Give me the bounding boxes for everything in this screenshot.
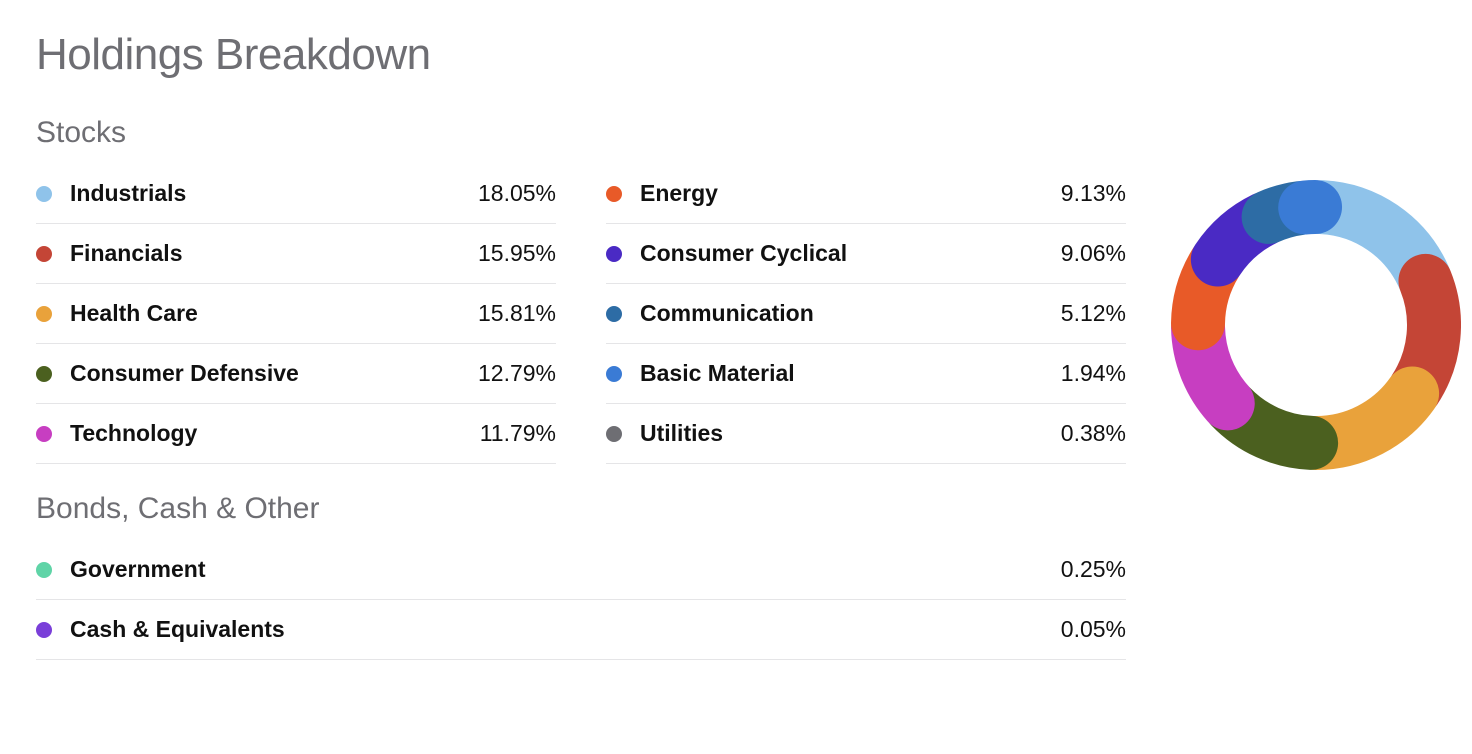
stocks-section: Stocks Industrials18.05%Financials15.95%… (36, 116, 1126, 464)
bonds-label: Cash & Equivalents (70, 616, 1061, 643)
color-swatch (606, 246, 622, 262)
color-swatch (36, 426, 52, 442)
stocks-value: 12.79% (478, 360, 556, 387)
bonds-section: Bonds, Cash & Other Government0.25%Cash … (36, 492, 1126, 660)
stocks-value: 11.79% (480, 420, 556, 447)
stocks-label: Basic Material (640, 360, 1061, 387)
stocks-row: Financials15.95% (36, 224, 556, 284)
donut-chart (1171, 180, 1461, 470)
stocks-row: Consumer Defensive12.79% (36, 344, 556, 404)
stocks-label: Consumer Cyclical (640, 240, 1061, 267)
stocks-value: 9.13% (1061, 180, 1126, 207)
stocks-label: Consumer Defensive (70, 360, 478, 387)
bonds-value: 0.05% (1061, 616, 1126, 643)
stocks-value: 5.12% (1061, 300, 1126, 327)
color-swatch (36, 562, 52, 578)
color-swatch (36, 622, 52, 638)
color-swatch (606, 366, 622, 382)
stocks-label: Industrials (70, 180, 478, 207)
stocks-row: Consumer Cyclical9.06% (606, 224, 1126, 284)
stocks-label: Energy (640, 180, 1061, 207)
stocks-label: Health Care (70, 300, 478, 327)
stocks-col-1: Industrials18.05%Financials15.95%Health … (36, 172, 556, 464)
stocks-row: Communication5.12% (606, 284, 1126, 344)
stocks-row: Energy9.13% (606, 172, 1126, 224)
color-swatch (606, 426, 622, 442)
stocks-value: 1.94% (1061, 360, 1126, 387)
bonds-label: Government (70, 556, 1061, 583)
stocks-value: 0.38% (1061, 420, 1126, 447)
bonds-row: Cash & Equivalents0.05% (36, 600, 1126, 660)
stocks-value: 15.81% (478, 300, 556, 327)
stocks-row: Industrials18.05% (36, 172, 556, 224)
stocks-value: 18.05% (478, 180, 556, 207)
stocks-label: Utilities (640, 420, 1061, 447)
bonds-value: 0.25% (1061, 556, 1126, 583)
page-title: Holdings Breakdown (36, 30, 1126, 80)
stocks-title: Stocks (36, 116, 1126, 150)
stocks-label: Communication (640, 300, 1061, 327)
color-swatch (606, 306, 622, 322)
bonds-title: Bonds, Cash & Other (36, 492, 1126, 526)
color-swatch (36, 246, 52, 262)
stocks-row: Basic Material1.94% (606, 344, 1126, 404)
color-swatch (606, 186, 622, 202)
stocks-row: Utilities0.38% (606, 404, 1126, 464)
stocks-label: Technology (70, 420, 480, 447)
stocks-value: 9.06% (1061, 240, 1126, 267)
stocks-row: Technology11.79% (36, 404, 556, 464)
bonds-row: Government0.25% (36, 548, 1126, 600)
stocks-label: Financials (70, 240, 478, 267)
stocks-col-2: Energy9.13%Consumer Cyclical9.06%Communi… (606, 172, 1126, 464)
color-swatch (36, 306, 52, 322)
bonds-rows: Government0.25%Cash & Equivalents0.05% (36, 548, 1126, 660)
stocks-value: 15.95% (478, 240, 556, 267)
stocks-row: Health Care15.81% (36, 284, 556, 344)
color-swatch (36, 186, 52, 202)
color-swatch (36, 366, 52, 382)
